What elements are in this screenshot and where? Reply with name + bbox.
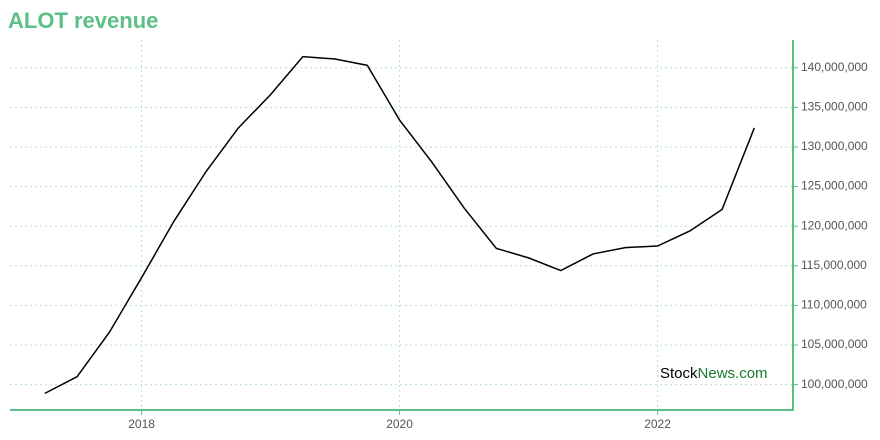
- y-tick-label: 135,000,000: [801, 100, 868, 114]
- line-series: [44, 55, 755, 395]
- y-tick-label: 105,000,000: [801, 337, 868, 351]
- watermark-part: News.com: [698, 365, 768, 382]
- x-tick-label: 2020: [386, 417, 413, 431]
- x-tick-label: 2018: [128, 417, 155, 431]
- watermark-part: Stock: [660, 365, 698, 382]
- watermark: StockNews.com: [660, 365, 768, 382]
- y-tick-label: 130,000,000: [801, 139, 868, 153]
- y-tick-label: 110,000,000: [801, 298, 867, 312]
- y-tick-label: 120,000,000: [801, 218, 868, 232]
- y-tick-label: 115,000,000: [801, 258, 867, 272]
- y-tick-label: 125,000,000: [801, 179, 868, 193]
- y-tick-label: 140,000,000: [801, 60, 868, 74]
- x-tick-label: 2022: [644, 417, 671, 431]
- y-tick-label: 100,000,000: [801, 377, 868, 391]
- chart-title: ALOT revenue: [8, 8, 158, 33]
